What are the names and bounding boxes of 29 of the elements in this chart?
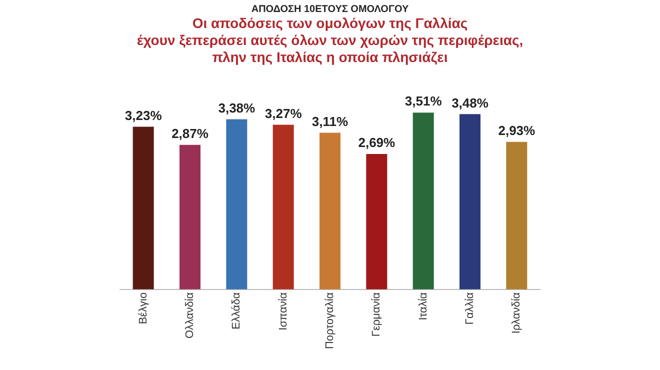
bar <box>460 114 480 290</box>
data-label: 2,87% <box>172 126 209 141</box>
x-tick-label: Ολλανδία <box>184 292 196 339</box>
data-label: 3,38% <box>218 100 256 116</box>
bar <box>272 124 294 290</box>
chart-subtitle: ΑΠΟΔΟΣΗ 10ΕΤΟΥΣ ΟΜΟΛΟΓΟΥ <box>250 4 410 15</box>
data-label: 2,69% <box>358 135 396 150</box>
data-label: 3,27% <box>264 106 302 121</box>
data-label: 3,11% <box>312 114 349 129</box>
data-label: 3,48% <box>452 95 489 110</box>
x-tick-label: Γαλλία <box>464 292 476 325</box>
x-tick-label: Βέλγιο <box>137 292 150 324</box>
chart-title: Οι αποδόσεις των ομολόγων της Γαλλίας έχουν ξεπεράσει αυτές όλων των χωρών της περιφέρειας, πλην της Ιταλίας η οποία πλησιάζει <box>136 15 524 66</box>
bar <box>226 119 248 290</box>
bar <box>366 154 388 290</box>
bar <box>132 126 154 290</box>
data-label: 2,93% <box>498 122 536 138</box>
x-tick-label: Ελλάδα <box>230 292 243 330</box>
x-tick-label: Πορτογαλία <box>324 292 336 350</box>
bar <box>180 144 200 290</box>
x-tick-label: Ισπανία <box>277 292 290 330</box>
data-label: 3,23% <box>124 108 162 123</box>
bar <box>320 132 340 290</box>
x-tick-label: Γερμανία <box>370 292 383 337</box>
x-tick-label: Ιρλανδία <box>510 292 523 334</box>
x-tick-label: Ιταλία <box>417 292 430 320</box>
bar <box>412 112 434 290</box>
data-label: 3,51% <box>404 94 442 109</box>
bar <box>506 142 528 290</box>
